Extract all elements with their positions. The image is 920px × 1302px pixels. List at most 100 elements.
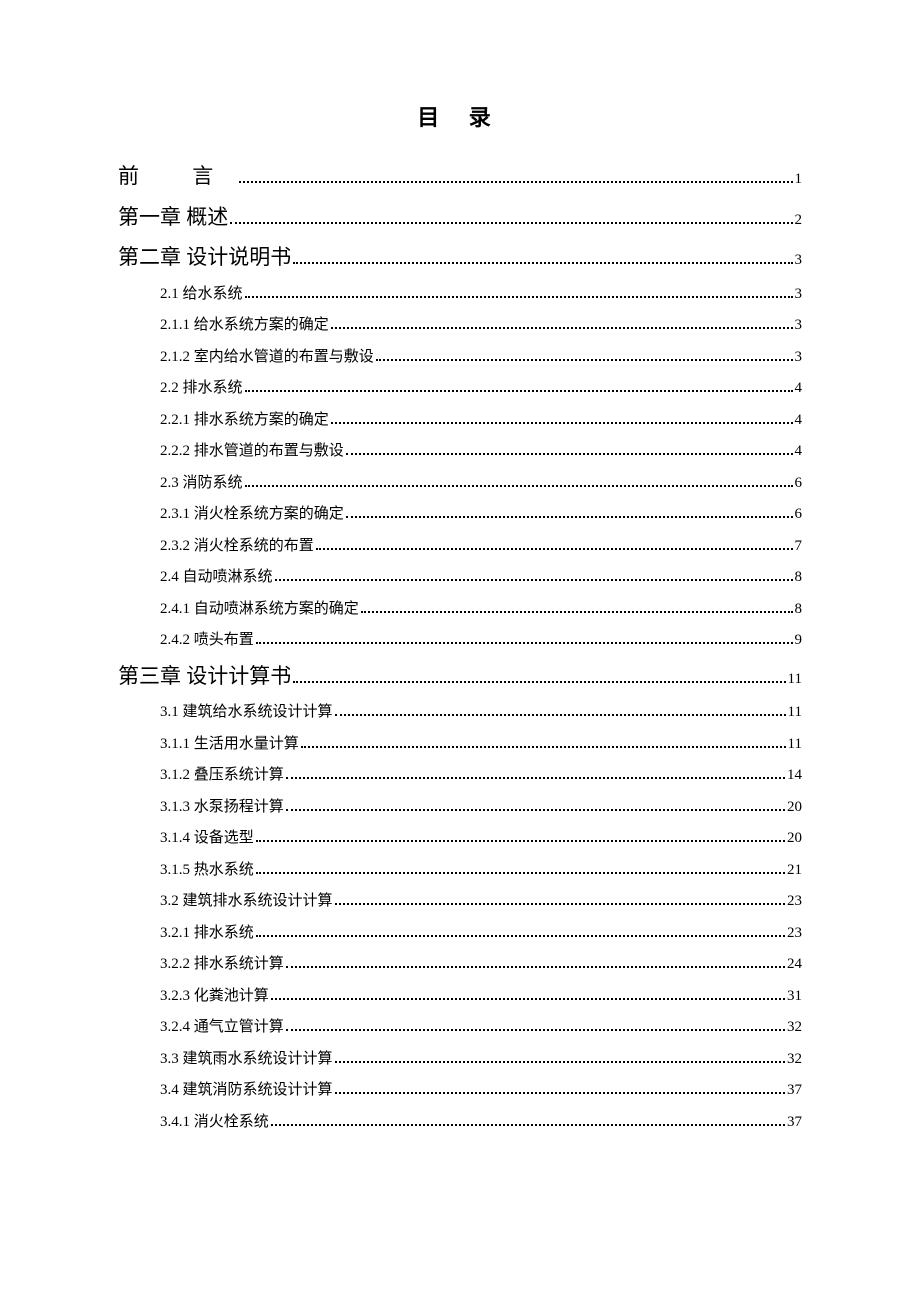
toc-entry: 2.3.2 消火栓系统的布置7 [118,534,802,555]
toc-dots [376,359,793,361]
toc-entry-label: 3.1.1 生活用水量计算 [160,732,299,753]
toc-dots [346,453,793,455]
toc-dots [230,222,792,224]
toc-entry: 2.2.2 排水管道的布置与敷设 4 [118,439,802,460]
toc-entry-label: 3.1.4 设备选型 [160,826,254,847]
toc-entry-label: 3.4 建筑消防系统设计计算 [160,1078,333,1099]
toc-entry-page: 32 [787,1051,802,1068]
toc-entry-label: 3.2.1 排水系统 [160,921,254,942]
toc-entry: 2.4.1 自动喷淋系统方案的确定 8 [118,597,802,618]
toc-dots [286,777,785,779]
toc-entry-label: 第一章 概述 [118,201,228,231]
toc-entry: 3.1 建筑给水系统设计计算 11 [118,700,802,721]
toc-dots [256,840,785,842]
toc-entry-page: 32 [787,1019,802,1036]
toc-dots [286,1029,785,1031]
toc-dots [331,327,793,329]
toc-entry-page: 3 [795,286,803,303]
toc-entry: 3.2.2 排水系统计算 24 [118,952,802,973]
toc-entry-page: 6 [795,475,803,492]
toc-dots [239,181,792,183]
toc-entry: 前 言 1 [118,160,802,190]
toc-entry-label: 3.1.2 叠压系统计算 [160,763,284,784]
toc-entry-label: 3.2.3 化粪池计算 [160,984,269,1005]
toc-entry-page: 11 [788,704,802,721]
toc-entry-label: 2.4.1 自动喷淋系统方案的确定 [160,597,359,618]
toc-dots [301,746,786,748]
toc-entry: 2.3 消防系统 6 [118,471,802,492]
toc-entry-page: 6 [795,506,803,523]
toc-entry: 3.4 建筑消防系统设计计算37 [118,1078,802,1099]
toc-entry-page: 11 [788,671,802,688]
toc-entry-label: 2.1 给水系统 [160,282,243,303]
toc-entry-page: 23 [787,925,802,942]
toc-entry-page: 4 [795,380,803,397]
toc-entry: 3.2 建筑排水系统设计计算23 [118,889,802,910]
toc-entry-label: 2.1.1 给水系统方案的确定 [160,313,329,334]
toc-entry-label: 2.3.1 消火栓系统方案的确定 [160,502,344,523]
toc-entry-page: 31 [787,988,802,1005]
toc-entry-page: 3 [795,317,803,334]
toc-entry-page: 21 [787,862,802,879]
toc-entry-label: 3.1 建筑给水系统设计计算 [160,700,333,721]
toc-entry-page: 2 [795,212,803,229]
toc-entry-page: 3 [795,349,803,366]
toc-dots [293,262,792,264]
toc-entry: 2.2 排水系统4 [118,376,802,397]
toc-entry-label: 3.2.2 排水系统计算 [160,952,284,973]
toc-entry-page: 20 [787,830,802,847]
toc-entry: 2.3.1 消火栓系统方案的确定 6 [118,502,802,523]
toc-dots [346,516,793,518]
toc-entry-label: 2.1.2 室内给水管道的布置与敷设 [160,345,374,366]
toc-dots [245,485,793,487]
toc-entry: 3.2.1 排水系统 23 [118,921,802,942]
toc-dots [275,579,793,581]
toc-dots [331,422,793,424]
toc-dots [256,872,785,874]
toc-dots [293,681,785,683]
toc-entry-label: 3.1.3 水泵扬程计算 [160,795,284,816]
toc-entry-label: 2.4 自动喷淋系统 [160,565,273,586]
toc-dots [316,548,793,550]
toc-entry: 2.4 自动喷淋系统 8 [118,565,802,586]
toc-entry-page: 8 [795,569,803,586]
toc-entry-label: 第二章 设计说明书 [118,241,291,271]
toc-entry: 2.1.2 室内给水管道的布置与敷设 3 [118,345,802,366]
toc-entry-label: 3.3 建筑雨水系统设计计算 [160,1047,333,1068]
toc-entry: 3.1.5 热水系统 21 [118,858,802,879]
toc-entry: 3.1.3 水泵扬程计算 20 [118,795,802,816]
toc-title: 目 录 [118,100,802,132]
toc-entry-label: 前 言 [118,160,237,190]
toc-entry: 2.2.1 排水系统方案的确定4 [118,408,802,429]
toc-dots [286,809,785,811]
toc-dots [335,903,785,905]
toc-dots [245,296,793,298]
toc-entry-label: 2.2.2 排水管道的布置与敷设 [160,439,344,460]
toc-dots [245,390,793,392]
toc-entry-page: 11 [788,736,802,753]
toc-entry: 第三章 设计计算书 11 [118,660,802,690]
toc-container: 前 言 1 第一章 概述 2 第二章 设计说明书 3 2.1 给水系统 3 2.1.1 给水系统… [118,160,802,1131]
toc-entry-page: 4 [795,412,803,429]
toc-entry: 3.2.3 化粪池计算 31 [118,984,802,1005]
toc-entry-label: 3.1.5 热水系统 [160,858,254,879]
toc-dots [271,998,785,1000]
toc-entry-page: 4 [795,443,803,460]
toc-dots [361,611,793,613]
toc-dots [335,714,786,716]
toc-entry-label: 2.4.2 喷头布置 [160,628,254,649]
toc-entry-page: 20 [787,799,802,816]
toc-entry-page: 23 [787,893,802,910]
toc-entry: 3.2.4 通气立管计算32 [118,1015,802,1036]
toc-dots [335,1092,785,1094]
toc-entry-label: 2.3 消防系统 [160,471,243,492]
toc-entry-page: 8 [795,601,803,618]
toc-entry-label: 第三章 设计计算书 [118,660,291,690]
toc-entry-page: 7 [795,538,803,555]
toc-entry-page: 1 [795,171,803,188]
toc-entry-page: 37 [787,1114,802,1131]
toc-dots [286,966,785,968]
toc-entry: 3.1.2 叠压系统计算14 [118,763,802,784]
toc-dots [335,1061,785,1063]
toc-entry-page: 24 [787,956,802,973]
